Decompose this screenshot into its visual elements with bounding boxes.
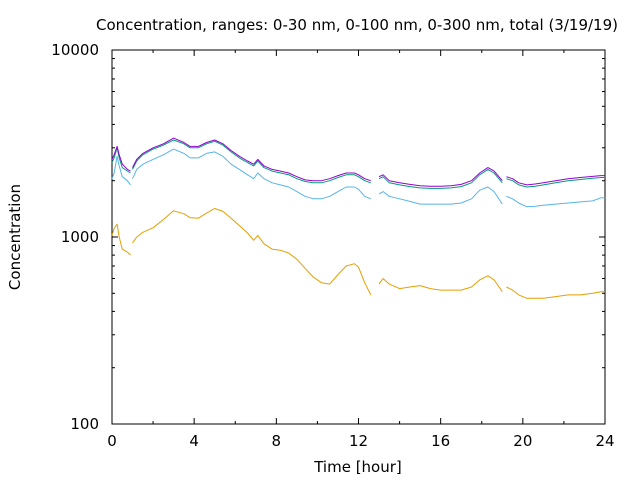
x-axis-label: Time [hour] [313, 458, 402, 476]
series-line-3 [111, 139, 605, 189]
x-tick-label: 16 [431, 432, 450, 450]
series-line-2 [111, 148, 605, 208]
series-layer [111, 137, 605, 299]
series-line-1 [111, 208, 605, 299]
x-tick-label: 4 [189, 432, 199, 450]
y-tick-label: 1000 [61, 228, 99, 246]
x-tick-label: 0 [107, 432, 117, 450]
plot-area [111, 49, 606, 425]
y-axis-label: Concentration [6, 184, 24, 290]
plot-frame [111, 49, 606, 425]
chart-title: Concentration, ranges: 0-30 nm, 0-100 nm… [96, 16, 618, 34]
x-tick-label: 12 [349, 432, 368, 450]
y-tick-labels: 100 1000 10000 [51, 41, 99, 433]
tick-layer [111, 49, 606, 425]
x-tick-label: 20 [513, 432, 532, 450]
x-tick-label: 8 [272, 432, 282, 450]
x-tick-label: 24 [595, 432, 614, 450]
y-tick-label: 100 [70, 415, 99, 433]
y-tick-label: 10000 [51, 41, 99, 59]
x-tick-labels: 0 4 8 12 16 20 24 [107, 432, 614, 450]
series-line-4 [111, 137, 605, 187]
